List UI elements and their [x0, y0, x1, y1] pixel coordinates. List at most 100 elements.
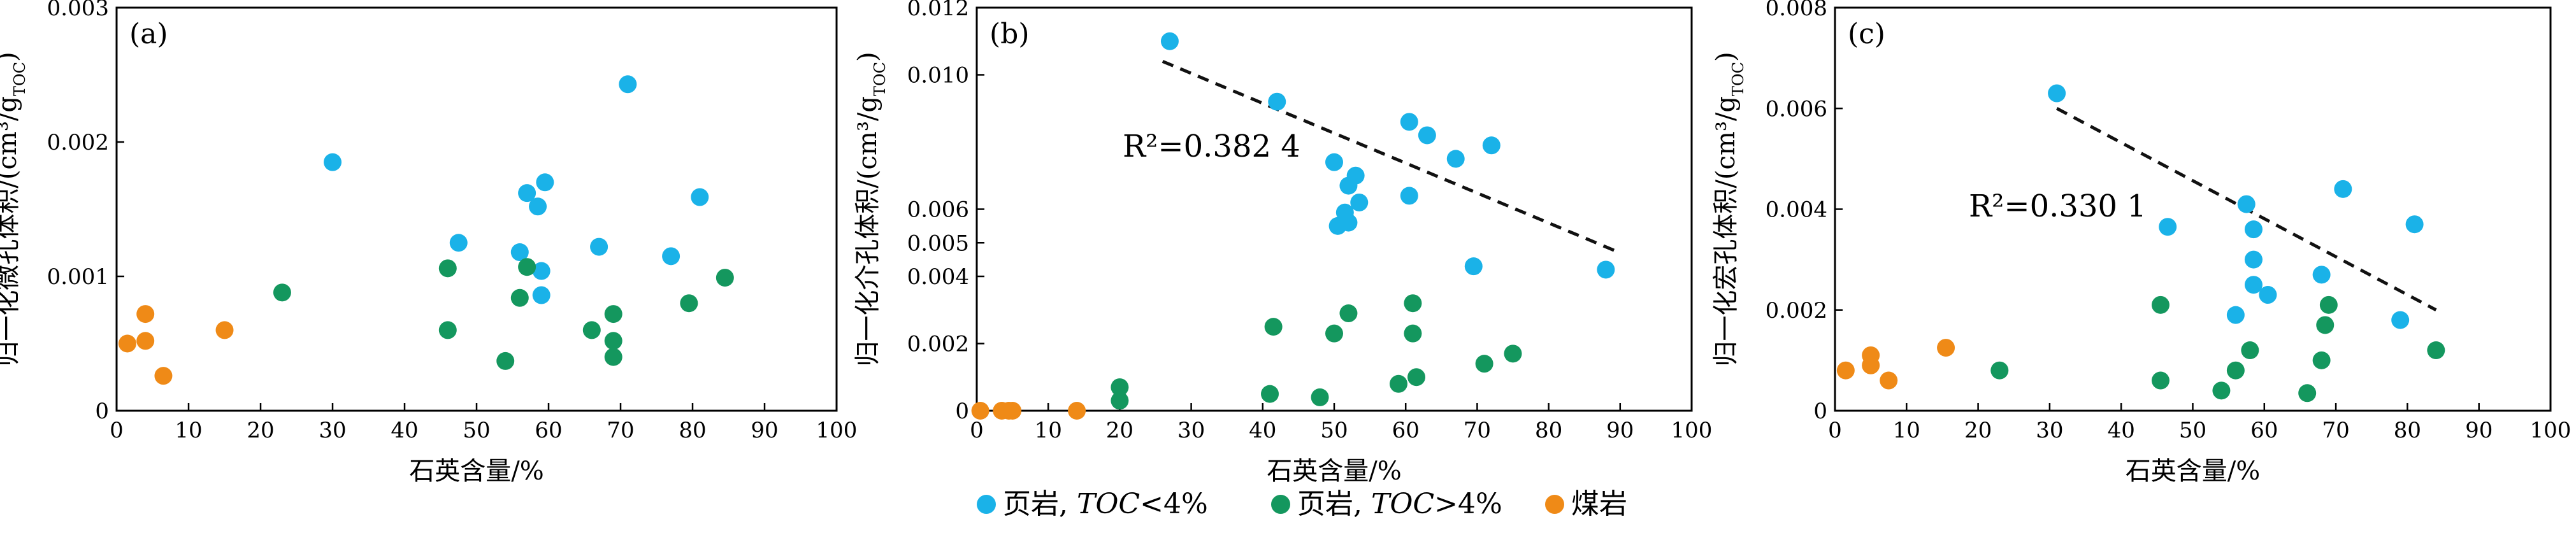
data-point — [438, 259, 457, 278]
legend-label: 煤岩 — [1571, 488, 1627, 520]
data-point — [154, 367, 173, 385]
data-point — [2226, 361, 2245, 380]
y-tick-label: 0.002 — [47, 130, 109, 155]
data-point — [2151, 371, 2169, 390]
data-point — [2244, 250, 2263, 269]
data-point — [518, 184, 536, 202]
x-tick-label: 70 — [1464, 418, 1491, 443]
x-tick-label: 40 — [391, 418, 418, 443]
data-point — [691, 188, 709, 206]
data-point — [1004, 402, 1022, 420]
data-point — [2226, 306, 2245, 324]
y-tick-label: 0.005 — [907, 231, 969, 256]
legend-label: 页岩, TOC<4% — [1003, 488, 1208, 520]
data-point — [2212, 381, 2231, 400]
x-tick-label: 10 — [175, 418, 202, 443]
data-point — [582, 321, 601, 339]
y-tick-label: 0.002 — [1766, 298, 1827, 323]
data-point — [971, 402, 989, 420]
data-point — [1446, 150, 1465, 168]
data-point — [1400, 187, 1418, 205]
data-point — [1880, 371, 1898, 390]
chart-panel-2: 0 10 20 30 40 50 60 70 80 90 100 0 0.002 0.004 0.005 0.… — [853, 0, 1712, 486]
data-point — [1504, 345, 1522, 363]
legend-marker — [1545, 495, 1564, 514]
data-point — [1111, 392, 1129, 410]
y-tick-label: 0.012 — [907, 0, 969, 21]
data-point — [2151, 295, 2169, 314]
data-point — [2237, 195, 2256, 213]
x-tick-label: 0 — [970, 418, 984, 443]
data-point — [2319, 295, 2338, 314]
x-tick-label: 20 — [1106, 418, 1133, 443]
data-point — [118, 334, 136, 353]
x-tick-label: 100 — [816, 418, 858, 443]
plot-frame — [975, 6, 1693, 412]
plot-frame — [115, 6, 838, 412]
data-point — [662, 247, 680, 266]
x-axis-title: 石英含量/% — [1267, 457, 1401, 486]
x-tick-label: 60 — [2250, 418, 2278, 443]
data-point — [1597, 260, 1615, 279]
data-point — [2312, 351, 2331, 369]
data-point — [1346, 166, 1365, 185]
data-point — [1339, 304, 1358, 323]
data-point — [136, 305, 155, 323]
x-tick-label: 50 — [463, 418, 490, 443]
x-tick-label: 70 — [2322, 418, 2349, 443]
data-point — [1937, 339, 1955, 357]
x-tick-label: 40 — [1249, 418, 1276, 443]
data-point — [2316, 316, 2335, 334]
data-point — [532, 262, 550, 280]
data-point — [1400, 113, 1418, 131]
data-point — [2312, 266, 2331, 284]
y-tick-label: 0.006 — [1766, 96, 1827, 122]
data-point — [1261, 385, 1279, 403]
data-point — [1482, 136, 1500, 155]
data-point — [449, 234, 468, 252]
data-point — [438, 321, 457, 339]
data-point — [1475, 355, 1493, 373]
panel-label: (a) — [129, 18, 168, 50]
y-tick-label: 0.008 — [1766, 0, 1827, 21]
x-tick-label: 100 — [1671, 418, 1713, 443]
data-point — [2334, 180, 2352, 198]
legend: 页岩, TOC<4% 页岩, TOC>4% 煤岩 — [977, 488, 1627, 520]
data-point — [1862, 356, 1880, 374]
data-point — [1464, 257, 1483, 276]
data-point — [604, 305, 622, 323]
data-point — [1339, 213, 1358, 232]
x-tick-label: 90 — [2465, 418, 2493, 443]
x-tick-label: 60 — [535, 418, 562, 443]
y-tick-label: 0 — [95, 399, 109, 424]
data-point — [1325, 153, 1343, 171]
data-point — [1990, 361, 2009, 380]
data-point — [604, 332, 622, 350]
chart-panel-1: 0 10 20 30 40 50 60 70 80 90 100 0 0.001 0.002 0.003 (a… — [0, 0, 857, 486]
data-point — [2159, 218, 2177, 236]
y-tick-label: 0.004 — [1766, 197, 1827, 223]
panel-label: (b) — [989, 18, 1030, 50]
x-tick-label: 30 — [319, 418, 346, 443]
data-point — [1404, 294, 1422, 313]
y-tick-label: 0.010 — [907, 63, 969, 89]
data-point — [1264, 318, 1283, 336]
data-point — [532, 286, 550, 304]
data-point — [536, 173, 554, 192]
y-tick-label: 0.006 — [907, 197, 969, 223]
y-axis-title: 归一化微孔体积/(cm³/gTOC) — [0, 52, 29, 366]
panel-label: (c) — [1848, 18, 1885, 50]
data-point — [2244, 276, 2263, 294]
x-tick-label: 70 — [607, 418, 634, 443]
x-tick-label: 0 — [1828, 418, 1842, 443]
data-point — [1836, 361, 1855, 380]
x-tick-label: 50 — [1320, 418, 1348, 443]
y-axis-title: 归一化介孔体积/(cm³/gTOC) — [853, 52, 889, 366]
data-point — [2391, 311, 2410, 329]
x-tick-label: 10 — [1035, 418, 1062, 443]
y-tick-label: 0.003 — [47, 0, 109, 21]
data-point — [1111, 378, 1129, 397]
x-tick-label: 60 — [1392, 418, 1420, 443]
